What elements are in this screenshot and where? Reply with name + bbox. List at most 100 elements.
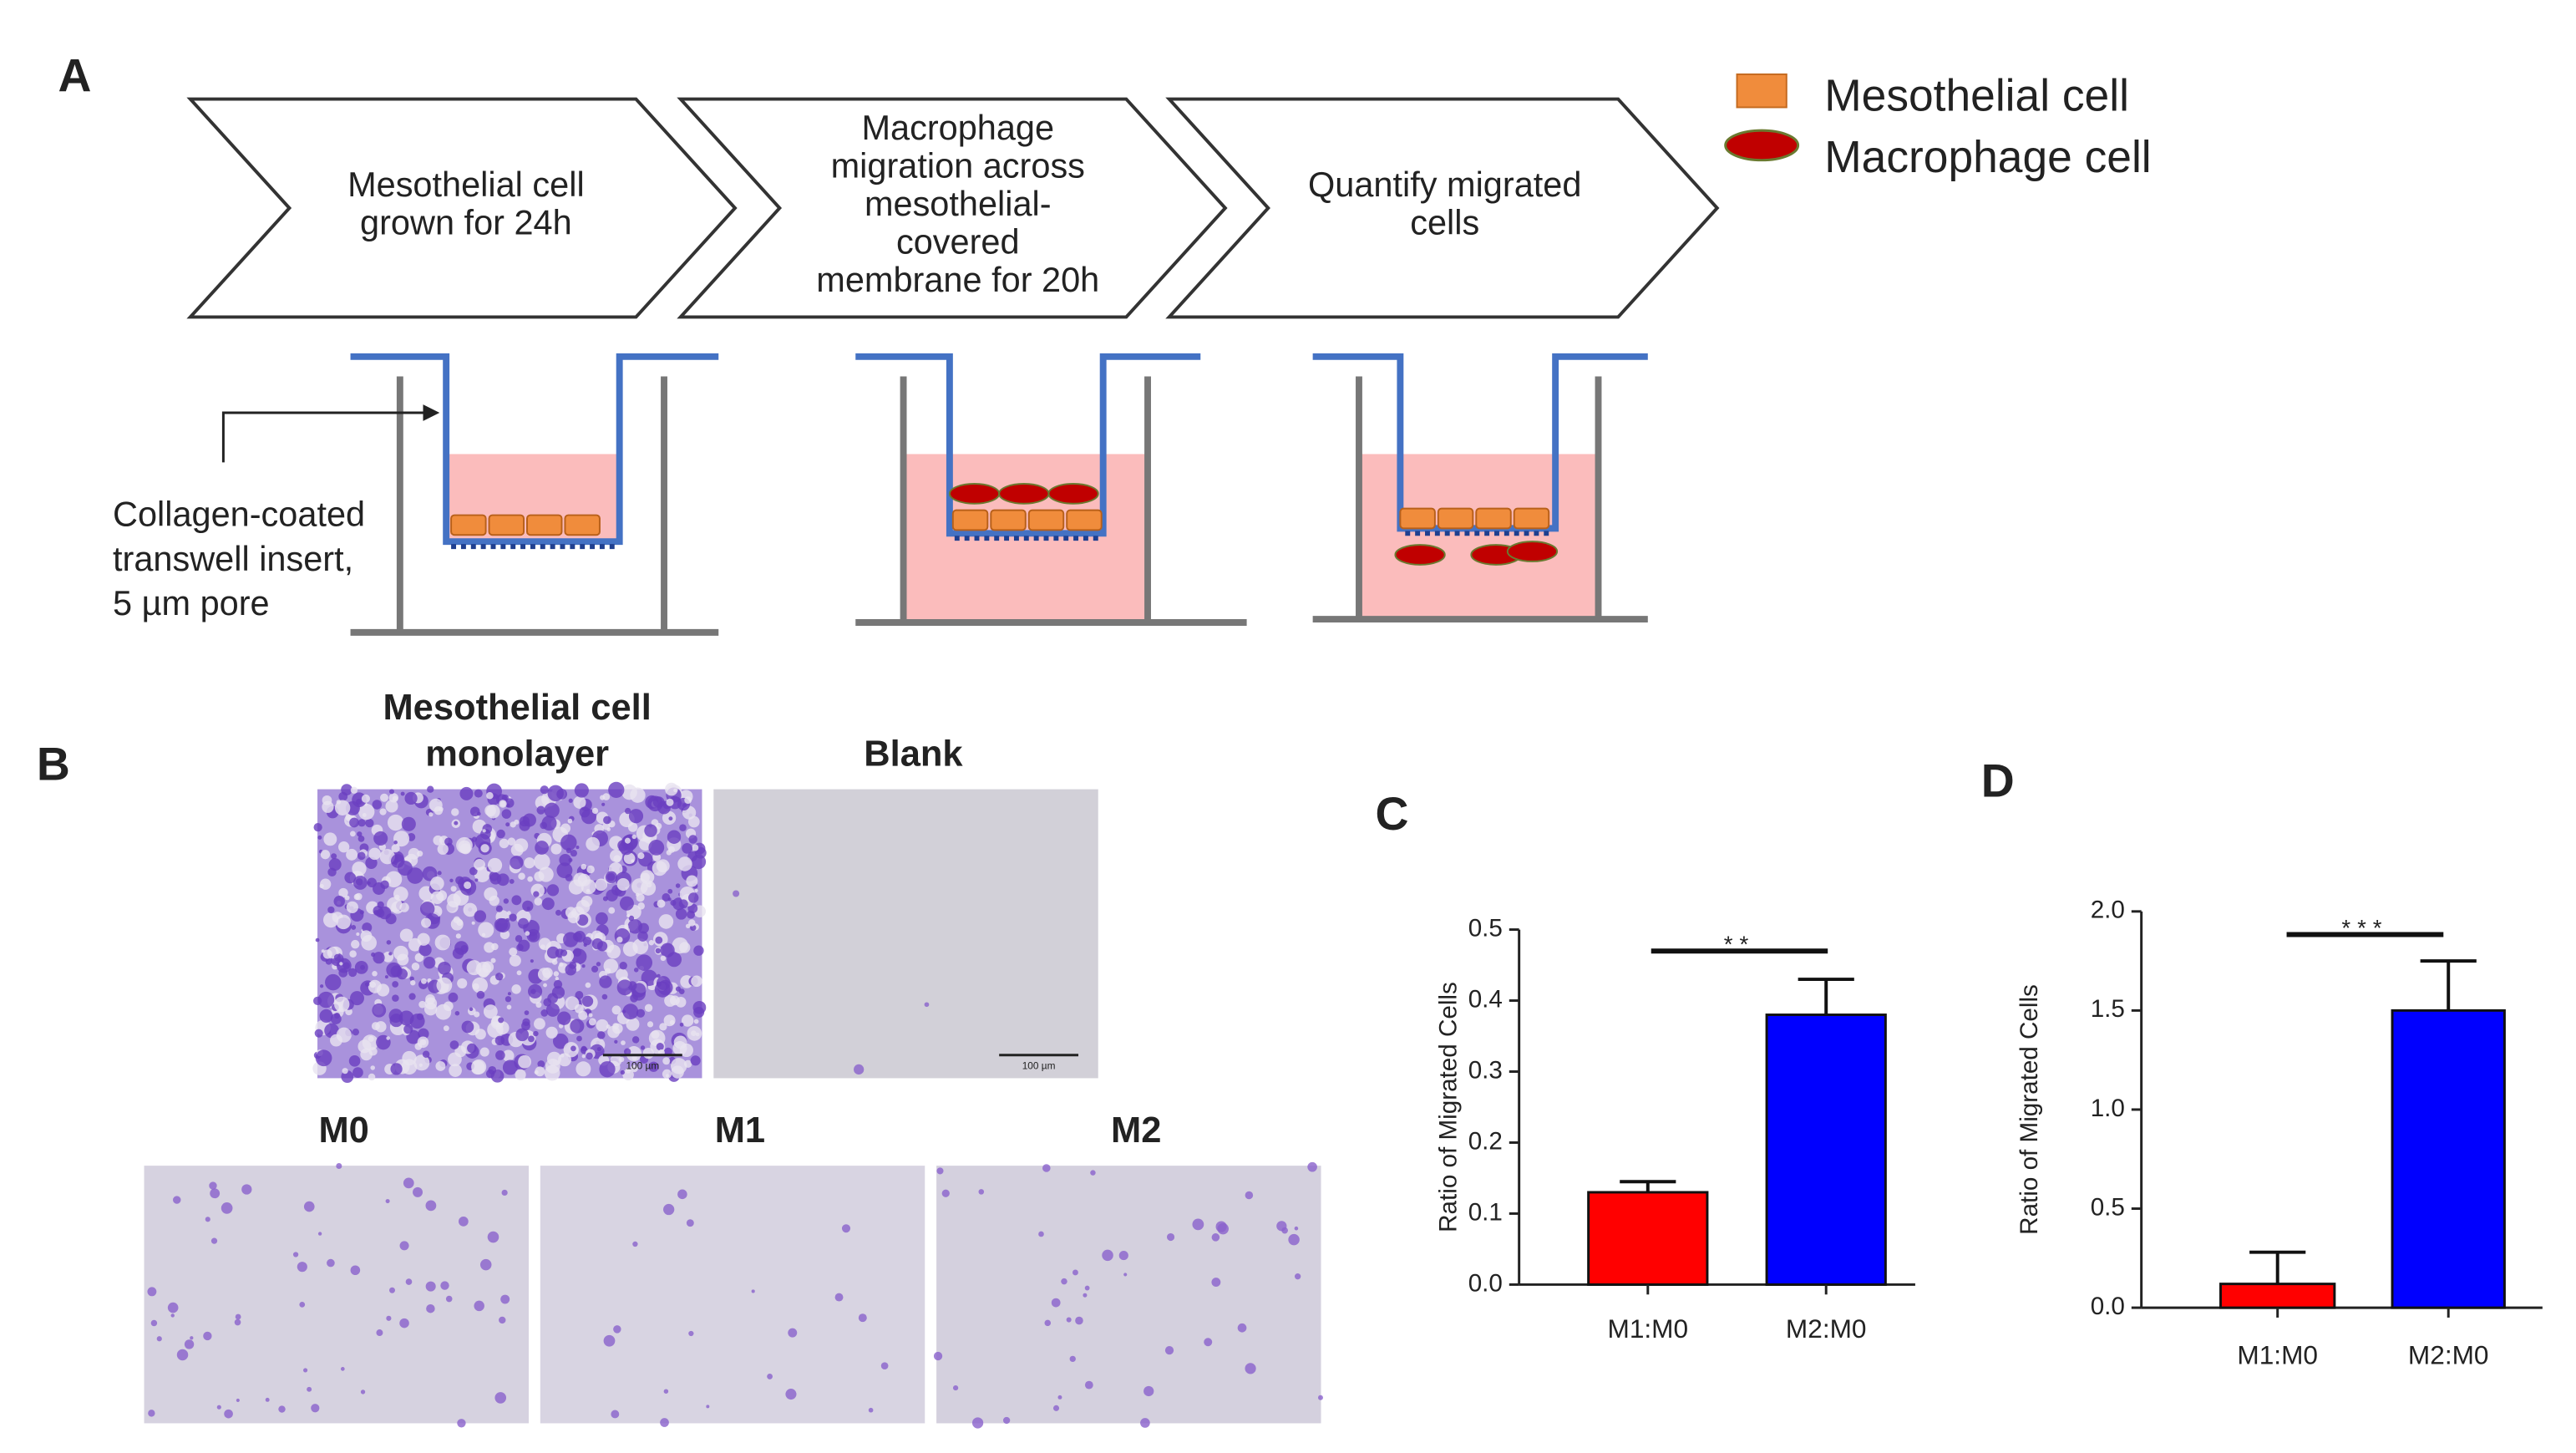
step-text: Macrophage xyxy=(861,108,1054,147)
stained-cell xyxy=(588,1018,596,1026)
stained-cell xyxy=(651,1030,660,1039)
stained-cell xyxy=(1066,1317,1072,1323)
stained-cell xyxy=(568,798,573,803)
stained-cell xyxy=(1192,1218,1204,1231)
panel-label: D xyxy=(1981,754,2015,806)
stained-cell xyxy=(591,965,599,973)
stained-cell xyxy=(224,1409,233,1419)
stained-cell xyxy=(386,1036,390,1040)
stained-cell xyxy=(588,1013,593,1018)
stained-cell xyxy=(313,823,322,832)
stained-cell xyxy=(541,897,555,911)
stained-cell xyxy=(522,900,534,912)
stained-cell xyxy=(385,800,398,813)
stained-cell xyxy=(673,1035,687,1049)
scale-bar-label: 100 µm xyxy=(1022,1060,1056,1072)
stained-cell xyxy=(573,947,582,957)
stained-cell xyxy=(565,963,577,976)
stained-cell xyxy=(356,932,360,937)
stained-cell xyxy=(678,899,688,909)
stained-cell xyxy=(540,944,545,950)
stained-cell xyxy=(148,1410,155,1417)
bar xyxy=(1587,1191,1709,1286)
stained-cell xyxy=(636,1008,646,1018)
stained-cell xyxy=(368,1073,376,1081)
stained-cell xyxy=(647,1021,654,1028)
stained-cell xyxy=(568,857,573,862)
stained-cell xyxy=(581,879,596,895)
stained-cell xyxy=(234,1318,241,1326)
stained-cell xyxy=(576,914,589,926)
stained-cell xyxy=(350,1265,361,1276)
stained-cell xyxy=(469,806,480,817)
stained-cell xyxy=(941,1189,950,1197)
stained-cell xyxy=(662,1069,672,1080)
stained-cell xyxy=(530,959,534,963)
micrograph xyxy=(312,781,707,1084)
stained-cell xyxy=(469,866,478,876)
stained-cell xyxy=(576,846,580,850)
stained-cell xyxy=(596,962,601,967)
stained-cell xyxy=(437,871,442,876)
stained-cell xyxy=(478,922,494,938)
step-text: cells xyxy=(1410,203,1479,242)
stained-cell xyxy=(611,1005,621,1015)
stained-cell xyxy=(579,806,591,818)
stained-cell xyxy=(331,853,337,860)
stained-cell xyxy=(603,815,611,825)
stained-cell xyxy=(602,896,608,902)
stained-cell xyxy=(619,962,627,970)
y-tick-label: 0.5 xyxy=(2091,1193,2125,1221)
stained-cell xyxy=(619,1056,625,1063)
stained-cell xyxy=(507,992,511,996)
stained-cell xyxy=(578,1010,588,1020)
stained-cell xyxy=(1083,1293,1088,1298)
stained-cell xyxy=(474,1300,484,1312)
stained-cell xyxy=(357,1039,372,1054)
stained-cell xyxy=(403,1024,413,1034)
pointer-head xyxy=(423,404,440,421)
stained-cell xyxy=(637,931,648,942)
legend-macrophage-icon xyxy=(1724,129,1800,162)
stained-cell xyxy=(555,909,561,916)
stained-cell xyxy=(474,910,487,922)
stained-cell xyxy=(535,1066,545,1077)
stained-cell xyxy=(528,1035,535,1043)
stained-cell xyxy=(627,822,638,832)
stained-cell xyxy=(621,1040,626,1045)
stained-cell xyxy=(336,1027,352,1043)
stained-cell xyxy=(391,844,400,853)
stained-cell xyxy=(506,1004,512,1010)
stained-cell xyxy=(605,871,618,883)
stained-cell xyxy=(398,1010,414,1026)
stained-cell xyxy=(1211,1233,1220,1242)
stained-cell xyxy=(427,785,434,793)
stained-cell xyxy=(418,1063,423,1067)
stained-cell xyxy=(1307,1161,1317,1172)
y-tick-label: 0.5 xyxy=(1468,914,1503,942)
stained-cell xyxy=(344,871,357,884)
stained-cell xyxy=(631,1054,637,1061)
stained-cell xyxy=(449,878,454,883)
stained-cell xyxy=(586,865,595,874)
image-title: M2 xyxy=(1111,1110,1161,1151)
stained-cell xyxy=(339,962,343,966)
stained-cell xyxy=(657,973,661,978)
stained-cell xyxy=(534,871,545,882)
stained-cell xyxy=(424,997,438,1010)
stained-cell xyxy=(1143,1385,1154,1397)
legend-label: Mesothelial cell xyxy=(1824,72,2129,121)
stained-cell xyxy=(691,975,702,988)
mesothelial-cell xyxy=(1027,509,1065,531)
stained-cell xyxy=(622,941,638,957)
stained-cell xyxy=(360,964,366,970)
stained-cell xyxy=(550,843,562,855)
stained-cell xyxy=(452,947,464,959)
mesothelial-cell xyxy=(951,509,989,531)
stained-cell xyxy=(567,818,573,824)
y-tick-label: 1.5 xyxy=(2091,995,2125,1023)
stained-cell xyxy=(494,973,504,981)
stained-cell xyxy=(387,897,403,912)
stained-cell xyxy=(150,1319,158,1327)
bar xyxy=(2391,1008,2506,1309)
